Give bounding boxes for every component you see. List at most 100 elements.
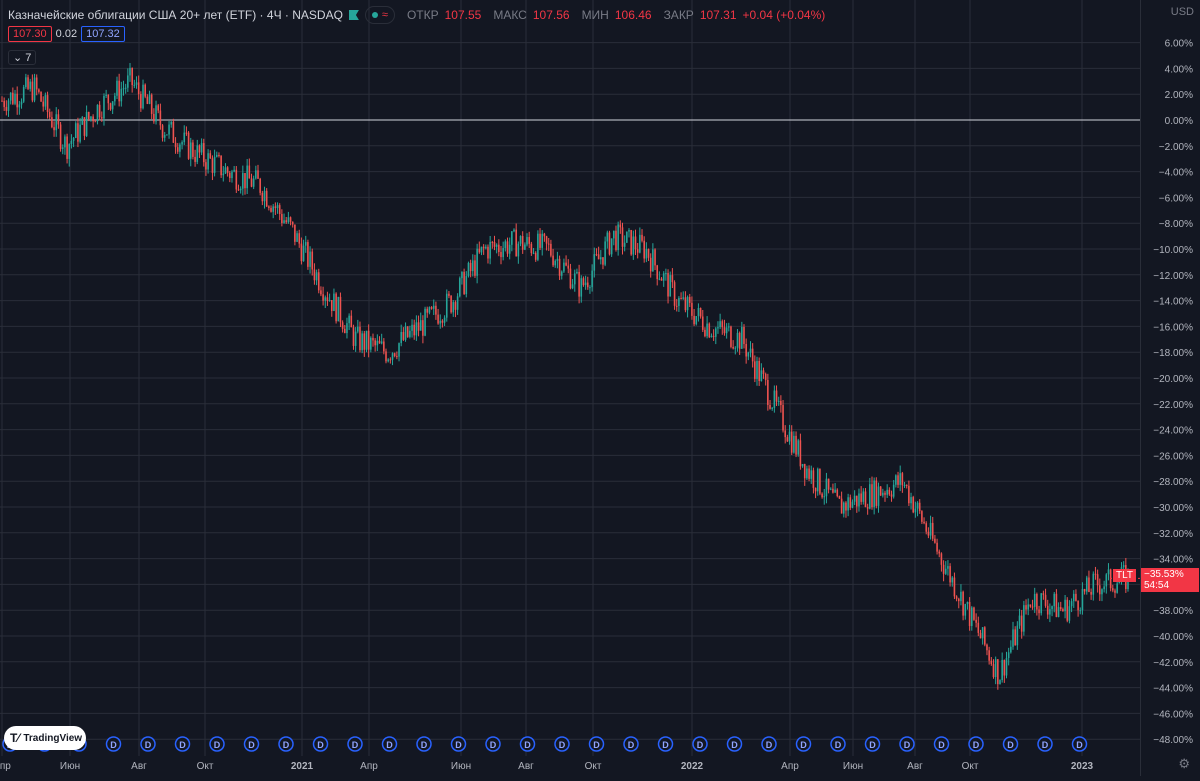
candle-body xyxy=(970,607,973,626)
candle-body xyxy=(283,220,285,224)
candle-body xyxy=(925,523,928,532)
dividend-marker xyxy=(795,736,812,752)
candle-body xyxy=(832,488,834,493)
candle-body xyxy=(1092,573,1095,595)
candle-body xyxy=(697,307,700,317)
candle-body xyxy=(250,178,253,187)
candle-body xyxy=(973,607,975,620)
currency-label[interactable]: USD xyxy=(1170,6,1194,18)
candle-body xyxy=(42,101,45,107)
candle-body xyxy=(537,233,539,260)
candle-body xyxy=(211,158,214,173)
candle-body xyxy=(35,77,38,90)
candle-body xyxy=(790,431,793,453)
candle-body xyxy=(144,84,146,97)
candle-body xyxy=(168,124,170,135)
candle-body xyxy=(1068,606,1071,621)
candle-body xyxy=(743,326,745,344)
y-tick-label: 0.00% xyxy=(1165,116,1193,127)
y-tick-label: −40.00% xyxy=(1153,632,1193,643)
candle-body xyxy=(981,627,984,639)
candle-body xyxy=(341,322,344,329)
candle-body xyxy=(467,262,470,277)
candle-body xyxy=(202,143,205,163)
candle-body xyxy=(1075,593,1077,601)
bid-price[interactable]: 107.30 xyxy=(8,26,52,42)
price-scale[interactable]: 6.00% 4.00% 2.00% 0.00% −2.00% −4.00% −6.00% −8… xyxy=(1140,0,1200,776)
candle-body xyxy=(302,245,305,262)
candle-body xyxy=(530,243,533,254)
candle-body xyxy=(333,293,335,312)
candle-body xyxy=(610,238,613,255)
candle-body xyxy=(18,104,21,108)
candle-body xyxy=(678,297,680,306)
candle-body xyxy=(990,660,993,665)
candle-body xyxy=(96,104,99,122)
candle-body xyxy=(458,278,461,297)
candle-body xyxy=(738,332,741,349)
candle-body xyxy=(114,95,116,102)
chart-area[interactable]: Апр Июн Авг Окт 2021 Апр Июн Авг Окт 2022 Апр Июн Ав… xyxy=(0,0,1140,776)
candle-body xyxy=(415,322,418,336)
flag-icon[interactable] xyxy=(348,10,359,20)
candle-body xyxy=(192,142,194,157)
candle-body xyxy=(532,252,535,254)
dividend-label: D xyxy=(697,740,704,750)
price-chart[interactable]: Апр Июн Авг Окт 2021 Апр Июн Авг Окт 2022 Апр Июн Ав… xyxy=(0,0,1140,776)
spread-value: 0.02 xyxy=(55,28,78,40)
ask-price[interactable]: 107.32 xyxy=(81,26,125,42)
dividend-label: D xyxy=(628,740,635,750)
candle-body xyxy=(148,94,151,104)
candle-body xyxy=(899,473,901,485)
candle-body xyxy=(272,206,274,212)
brand-name: TradingView xyxy=(23,732,83,744)
x-tick-label: Июн xyxy=(60,761,80,772)
candle-body xyxy=(918,502,921,512)
candle-body xyxy=(98,104,101,118)
candle-body xyxy=(1085,577,1088,592)
candle-body xyxy=(693,315,695,325)
candle-body xyxy=(688,297,691,303)
status-pill[interactable]: ≈ xyxy=(364,6,395,24)
candle-body xyxy=(77,123,79,142)
candle-body xyxy=(1010,646,1012,653)
indicators-toggle[interactable]: ⌄ 7 xyxy=(8,50,37,65)
candle-body xyxy=(1081,589,1084,611)
x-tick-label: Апр xyxy=(781,761,799,772)
candle-body xyxy=(1122,565,1125,568)
candle-body xyxy=(534,252,537,260)
candle-body xyxy=(476,248,478,276)
candle-body xyxy=(432,305,435,309)
candle-body xyxy=(628,230,630,232)
open-label: ОТКР xyxy=(406,8,439,22)
symbol-title[interactable]: Казначейские облигации США 20+ лет (ETF)… xyxy=(8,8,343,22)
candle-body xyxy=(498,244,500,253)
change-value: +0.04 (+0.04%) xyxy=(742,8,826,22)
candle-body xyxy=(567,265,570,269)
candle-body xyxy=(988,650,990,661)
candle-body xyxy=(1001,660,1003,681)
candle-body xyxy=(547,243,550,245)
candle-body xyxy=(383,341,385,352)
candle-body xyxy=(179,144,181,152)
candle-body xyxy=(879,486,882,496)
candle-body xyxy=(304,242,307,246)
candle-body xyxy=(350,315,353,328)
candle-body xyxy=(504,241,507,249)
x-tick-label: 2022 xyxy=(681,761,704,772)
y-tick-label: −10.00% xyxy=(1153,245,1193,256)
candle-body xyxy=(513,229,515,232)
candle-body xyxy=(949,566,951,583)
candle-body xyxy=(142,84,144,109)
candle-body xyxy=(146,96,149,104)
chevron-down-icon: ⌄ xyxy=(13,52,23,64)
tradingview-logo[interactable]: T⁄ TradingView xyxy=(4,726,86,750)
candle-body xyxy=(1053,593,1056,607)
candle-body xyxy=(728,326,730,328)
candle-body xyxy=(443,317,446,323)
candle-body xyxy=(797,440,800,455)
x-tick-label: Апр xyxy=(0,761,11,772)
candle-body xyxy=(908,485,910,504)
candle-body xyxy=(14,93,16,104)
gear-icon[interactable]: ⚙ xyxy=(1178,756,1190,771)
